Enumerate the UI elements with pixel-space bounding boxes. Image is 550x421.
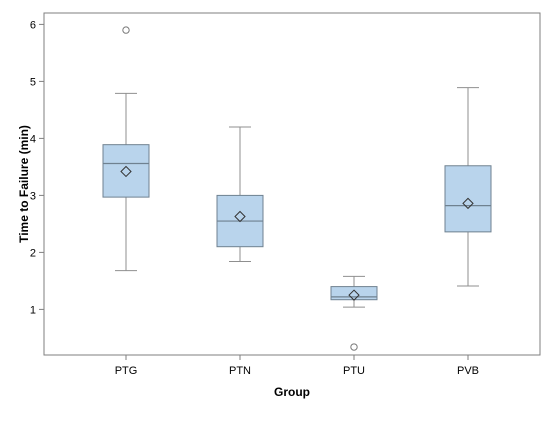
outlier-ptg-0 [122, 26, 130, 34]
mean-marker-ptg [120, 165, 132, 178]
plot-frame [43, 12, 541, 356]
y-axis-title: Time to Failure (min) [17, 125, 31, 243]
x-tick-label-pvb: PVB [457, 365, 479, 377]
outlier-ptu-0 [350, 343, 358, 351]
mean-marker-ptn [234, 210, 246, 223]
iqr-box-ptu [330, 286, 378, 301]
box-ptg [102, 26, 150, 272]
mean-marker-pvb [462, 197, 474, 210]
y-tick-label-3: 3 [30, 190, 36, 202]
y-tick-label-2: 2 [30, 247, 36, 259]
box-ptu [330, 275, 378, 351]
y-tick-label-4: 4 [30, 133, 36, 145]
box-pvb [444, 87, 492, 287]
y-tick-label-5: 5 [30, 76, 36, 88]
x-tick-label-ptn: PTN [229, 365, 251, 377]
iqr-box-ptg [102, 144, 150, 198]
x-tick-label-ptu: PTU [343, 365, 365, 377]
y-tick-label-6: 6 [30, 19, 36, 31]
y-axis: 1 2 3 4 5 6 [30, 19, 44, 316]
x-axis: PTG PTN PTU PVB [115, 355, 479, 377]
box-series [102, 26, 492, 351]
mean-marker-ptu [348, 289, 360, 301]
box-ptn [216, 126, 264, 263]
y-tick-label-1: 1 [30, 304, 36, 316]
x-axis-title: Group [274, 385, 310, 399]
x-tick-label-ptg: PTG [115, 365, 138, 377]
